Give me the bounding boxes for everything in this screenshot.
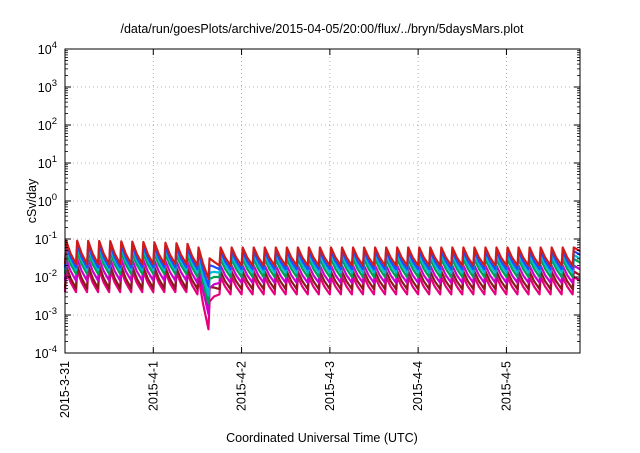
y-tick-exponent: 1	[52, 154, 57, 165]
y-tick-label: 10-2	[35, 268, 57, 285]
x-tick-label: 2015-4-4	[411, 361, 425, 411]
y-tick-exponent: 2	[52, 116, 57, 127]
series-line	[63, 239, 581, 280]
y-tick-label: 10-1	[35, 230, 57, 247]
chart-title: /data/run/goesPlots/archive/2015-04-05/2…	[120, 22, 524, 36]
y-tick-exponent: -2	[49, 268, 57, 279]
y-tick-label: 100	[38, 192, 57, 209]
y-axis-label: cSv/day	[25, 178, 39, 223]
y-tick-label: 103	[38, 78, 57, 95]
y-tick-exponent: -1	[49, 230, 57, 241]
y-tick-exponent: -4	[49, 344, 57, 355]
x-axis-label: Coordinated Universal Time (UTC)	[226, 431, 418, 445]
x-tick-label: 2015-4-2	[235, 361, 249, 411]
tick-layer: 10-410-310-210-11001011021031042015-3-31…	[35, 40, 580, 418]
x-tick-label: 2015-4-3	[323, 361, 337, 411]
plot-frame	[64, 48, 581, 354]
series-layer	[63, 239, 581, 331]
y-tick-label: 10-3	[35, 306, 57, 323]
x-tick-label: 2015-4-5	[499, 361, 513, 411]
x-tick-label: 2015-3-31	[58, 361, 72, 418]
x-tick-label: 2015-4-1	[146, 361, 160, 411]
y-tick-exponent: 0	[52, 192, 57, 203]
y-tick-exponent: -3	[49, 306, 57, 317]
y-tick-label: 104	[38, 40, 57, 57]
y-tick-label: 101	[38, 154, 57, 171]
y-tick-exponent: 4	[52, 40, 57, 51]
y-tick-label: 102	[38, 116, 57, 133]
y-tick-label: 10-4	[35, 344, 57, 361]
grid-layer	[65, 49, 580, 353]
y-tick-exponent: 3	[52, 78, 57, 89]
